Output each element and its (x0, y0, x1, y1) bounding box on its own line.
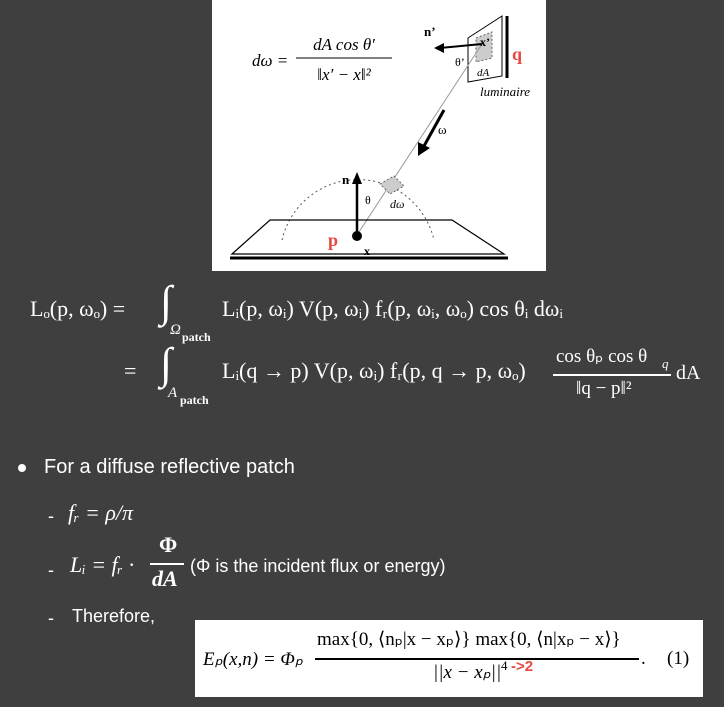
box-numerator: max{0, ⟨nₚ|x − xₚ⟩} max{0, ⟨n|xₚ − x⟩} (317, 629, 621, 650)
label: dA (477, 67, 490, 79)
note: (Φ is the incident flux or energy) (190, 556, 446, 576)
formula-numerator: dA cos θ′ (313, 35, 375, 54)
label: ω (438, 122, 447, 137)
solid-angle (379, 175, 405, 195)
label: n’ (424, 24, 436, 39)
patch (475, 31, 493, 63)
numerator: Φ (159, 532, 178, 557)
integrand: Lᵢ(q → p) V(p, ωᵢ) fᵣ(p, q → p, ωₒ) (222, 358, 526, 383)
item: Therefore, (72, 606, 156, 626)
dash: - (48, 506, 54, 526)
domain-sub: patch (182, 330, 211, 344)
label: dω (390, 197, 404, 211)
label: luminaire (480, 84, 530, 99)
arrowhead (352, 172, 362, 184)
integral: ∫ (160, 277, 173, 326)
domain: A (168, 385, 178, 401)
arrowhead (434, 43, 444, 53)
equation-box: Eₚ(x,n) = Φₚ max{0, ⟨nₚ|x − xₚ⟩} max{0, … (195, 620, 703, 697)
box-denominator: ||x − xₚ|| (433, 662, 502, 683)
dash: - (48, 560, 54, 580)
eq-lhs: Lₒ(p, ωₒ) = (30, 296, 126, 321)
numerator: cos θₚ cos θ (556, 346, 648, 367)
normal-arrow (439, 43, 483, 49)
arrowhead (418, 142, 430, 156)
integrand: Lᵢ(p, ωᵢ) V(p, ωᵢ) fᵣ(p, ωᵢ, ωₒ) cos θᵢ … (222, 296, 563, 321)
fraction-bar (315, 658, 639, 660)
label: p (328, 230, 338, 250)
formula-denominator: ‖x′ − x‖² (317, 65, 371, 84)
denominator: dA (152, 566, 178, 591)
point-p (352, 231, 362, 241)
figure: dω = dA cos θ′ ‖x′ − x‖² n’ θ’ x’ dA q l… (212, 0, 546, 271)
item: fᵣ = ρ/π (68, 500, 134, 525)
box-exponent: 4 (501, 658, 508, 673)
dash: - (48, 608, 54, 628)
label: θ (365, 193, 371, 207)
equation-number: (1) (667, 648, 690, 669)
omega-arrow (422, 109, 446, 147)
fraction-bar (150, 563, 184, 565)
label: n (342, 172, 350, 187)
domain-sub: patch (180, 393, 209, 407)
bullet-dot (18, 464, 26, 472)
formula-lhs: dω = (252, 51, 288, 70)
ray (356, 43, 483, 236)
label: x’ (480, 35, 490, 49)
hemisphere (281, 179, 435, 241)
domain: Ω (170, 322, 181, 338)
integral: ∫ (160, 339, 173, 388)
box-period: . (641, 648, 646, 669)
item-lhs: Lᵢ = fᵣ · (70, 552, 135, 577)
label: q (512, 44, 522, 64)
trailing: dA (676, 362, 701, 384)
plane (230, 219, 507, 255)
bullet: For a diffuse reflective patch (44, 456, 295, 478)
label: θ’ (455, 55, 465, 69)
denominator: ‖q − p‖² (576, 378, 632, 399)
eq-lhs: = (124, 358, 137, 383)
annotation: ->2 (511, 658, 534, 675)
numerator-sub: q (662, 356, 669, 371)
box-lhs: Eₚ(x,n) = Φₚ (203, 649, 304, 670)
label: x (364, 244, 370, 258)
fraction-bar (553, 374, 671, 376)
